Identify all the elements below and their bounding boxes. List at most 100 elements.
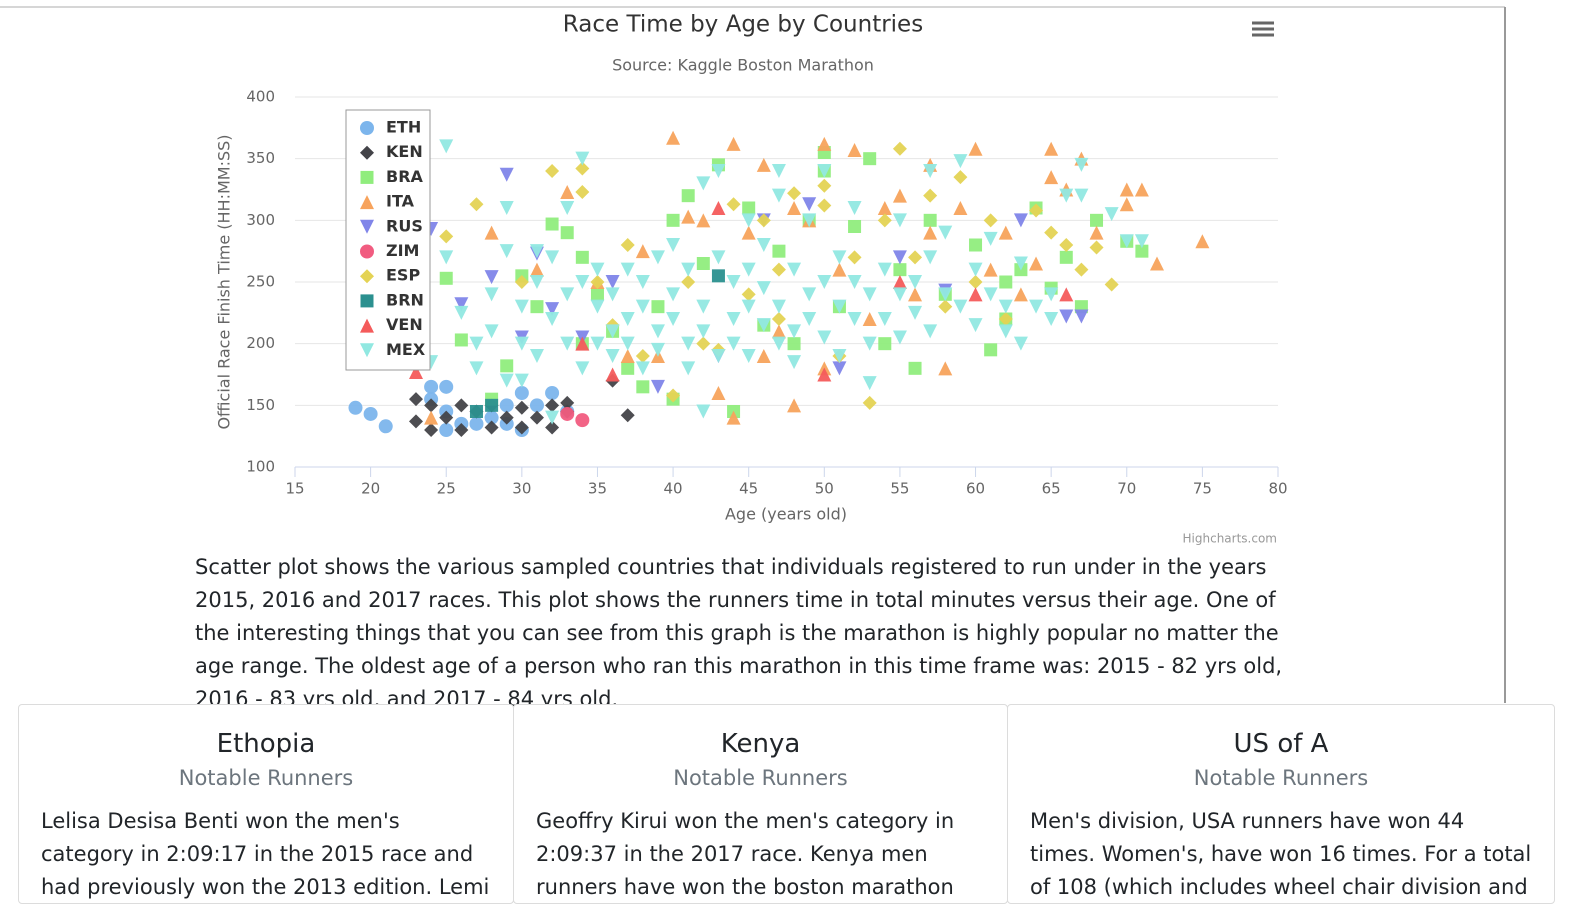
point bbox=[666, 287, 681, 302]
point bbox=[454, 305, 469, 320]
x-axis-title: Age (years old) bbox=[725, 505, 847, 524]
point bbox=[983, 231, 998, 246]
point bbox=[590, 275, 605, 289]
point bbox=[923, 225, 938, 240]
x-tick-label: 80 bbox=[1268, 480, 1287, 498]
point bbox=[787, 186, 802, 201]
point bbox=[1029, 203, 1044, 218]
legend-item[interactable]: VEN bbox=[360, 315, 423, 334]
legend-item[interactable]: KEN bbox=[360, 142, 423, 161]
point bbox=[726, 410, 741, 425]
point bbox=[408, 414, 423, 429]
point bbox=[605, 287, 620, 302]
legend-item[interactable]: BRA bbox=[360, 167, 424, 186]
point bbox=[968, 141, 983, 156]
point bbox=[1074, 157, 1089, 172]
point bbox=[741, 299, 756, 314]
point bbox=[892, 141, 907, 156]
point bbox=[545, 410, 560, 425]
legend-label: BRA bbox=[386, 167, 424, 186]
x-tick-label: 50 bbox=[815, 480, 834, 498]
point bbox=[998, 324, 1013, 339]
point bbox=[817, 136, 832, 151]
point bbox=[756, 157, 771, 172]
point bbox=[802, 213, 817, 228]
point bbox=[575, 250, 589, 264]
point bbox=[711, 349, 726, 363]
legend-item[interactable]: ESP bbox=[360, 266, 420, 285]
point bbox=[741, 213, 756, 228]
legend-label: ZIM bbox=[386, 241, 419, 260]
series bbox=[560, 406, 590, 428]
credits[interactable]: Highcharts.com bbox=[1183, 532, 1277, 546]
point bbox=[530, 300, 544, 314]
point bbox=[1119, 182, 1134, 197]
point bbox=[892, 188, 907, 203]
point bbox=[742, 201, 756, 215]
card: US of A Notable Runners Men's division, … bbox=[1007, 704, 1555, 904]
point bbox=[439, 379, 454, 394]
x-tick-label: 30 bbox=[512, 480, 531, 498]
legend-marker bbox=[360, 170, 374, 184]
point bbox=[666, 388, 681, 403]
point bbox=[545, 312, 560, 326]
legend-item[interactable]: RUS bbox=[360, 216, 423, 235]
point bbox=[983, 262, 998, 277]
point bbox=[908, 287, 923, 302]
point bbox=[771, 336, 786, 351]
point bbox=[439, 271, 453, 285]
point bbox=[469, 405, 483, 418]
point bbox=[500, 359, 514, 373]
card-title: US of A bbox=[1233, 729, 1329, 759]
point bbox=[938, 299, 953, 314]
point bbox=[545, 164, 560, 178]
legend-label: VEN bbox=[386, 315, 423, 334]
point bbox=[484, 270, 499, 285]
point bbox=[908, 305, 923, 320]
point bbox=[469, 416, 484, 431]
point bbox=[439, 410, 454, 425]
menu-button[interactable] bbox=[1250, 18, 1278, 42]
point bbox=[953, 170, 968, 185]
point bbox=[862, 336, 877, 351]
point bbox=[484, 287, 499, 302]
y-axis-title: Official Race Finish Time (HH:MM:SS) bbox=[215, 134, 234, 429]
legend-item[interactable]: ZIM bbox=[360, 241, 419, 260]
point bbox=[741, 262, 756, 277]
card: Ethopia Notable Runners Lelisa Desisa Be… bbox=[18, 704, 514, 904]
point bbox=[650, 379, 665, 394]
legend-item[interactable]: MEX bbox=[360, 340, 426, 359]
point bbox=[484, 410, 499, 425]
point bbox=[1059, 309, 1074, 324]
point bbox=[1089, 240, 1104, 255]
point bbox=[923, 164, 938, 178]
legend-item[interactable]: ITA bbox=[360, 192, 415, 211]
point bbox=[923, 324, 938, 339]
point bbox=[877, 201, 892, 215]
point bbox=[817, 330, 832, 345]
point bbox=[499, 244, 514, 259]
point bbox=[454, 333, 468, 347]
chart: Race Time by Age by Countries Source: Ka… bbox=[0, 6, 1506, 703]
point bbox=[696, 299, 711, 314]
point bbox=[560, 201, 575, 215]
point bbox=[787, 324, 802, 339]
point bbox=[741, 349, 756, 363]
legend-item[interactable]: ETH bbox=[360, 118, 421, 137]
point bbox=[529, 410, 544, 425]
point bbox=[636, 380, 650, 394]
y-tick-label: 100 bbox=[246, 458, 275, 476]
point bbox=[726, 336, 741, 351]
point bbox=[938, 361, 953, 376]
point bbox=[711, 164, 726, 178]
point bbox=[1013, 213, 1028, 228]
point bbox=[560, 287, 575, 302]
card-text-body: Geoffry Kirui won the men's category in … bbox=[536, 809, 955, 899]
point bbox=[408, 392, 423, 407]
point bbox=[998, 225, 1013, 240]
point bbox=[802, 197, 817, 212]
point bbox=[485, 398, 499, 412]
legend-item[interactable]: BRN bbox=[360, 290, 424, 309]
point bbox=[499, 398, 514, 413]
